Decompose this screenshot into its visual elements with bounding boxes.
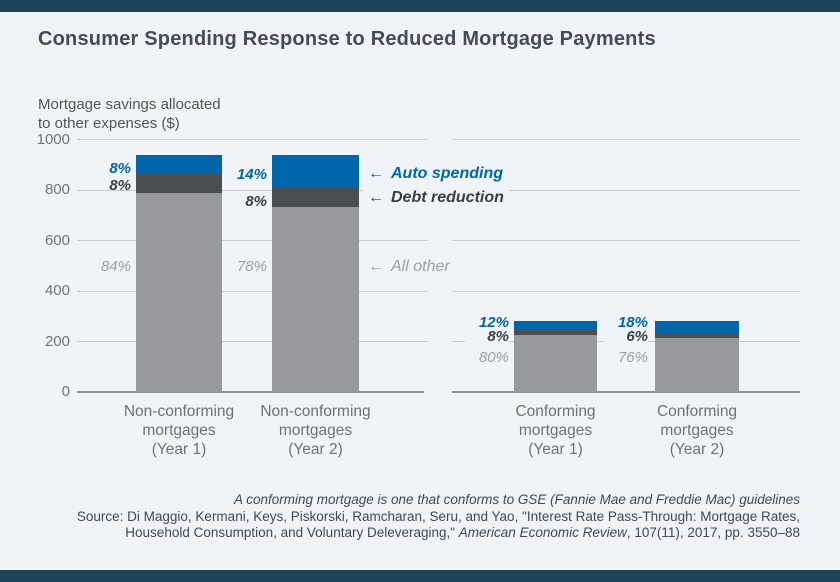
- source-citation-line2: Household Consumption, and Voluntary Del…: [40, 525, 800, 542]
- gridline: [77, 290, 428, 292]
- gridline: [77, 139, 428, 140]
- category-label-line: Non-conforming: [260, 403, 371, 420]
- source-citation-line1: Source: Di Maggio, Kermani, Keys, Piskor…: [76, 508, 800, 524]
- category-label-line: mortgages: [142, 422, 216, 439]
- bar-segment-debt-reduction: [514, 329, 597, 336]
- segment-percent-label: 78%: [236, 258, 267, 275]
- gridline: [452, 290, 800, 292]
- journal-name: American Economic Review: [458, 525, 627, 540]
- category-label-line: (Year 2): [288, 441, 343, 458]
- gridline: [452, 240, 800, 241]
- x-axis-line: [77, 391, 424, 393]
- y-tick-label: 1000: [36, 130, 70, 148]
- bottom-accent-band: [0, 570, 840, 582]
- bar-segment-debt-reduction: [272, 187, 359, 207]
- category-label-line: Conforming: [515, 403, 596, 420]
- y-tick-label: 800: [44, 181, 70, 198]
- citation-text: , 107(11), 2017, pp. 3550–88: [626, 525, 800, 540]
- bar-segment-debt-reduction: [655, 334, 739, 339]
- category-label-line: mortgages: [518, 422, 593, 439]
- bar-segment-debt-reduction: [136, 173, 222, 193]
- bar-segment-all-other: [136, 192, 222, 392]
- gridline: [77, 189, 428, 191]
- y-tick-label: 600: [44, 231, 70, 249]
- category-label-line: mortgages: [660, 422, 734, 439]
- legend-label: Auto spending: [391, 165, 503, 182]
- category-label-line: (Year 1): [151, 441, 207, 458]
- segment-percent-label: 14%: [236, 166, 267, 183]
- category-label-line: Conforming: [656, 403, 738, 420]
- legend-all-other: ← All other: [363, 256, 455, 278]
- y-tick-label: 400: [44, 282, 70, 299]
- bar-segment-auto-spending: [136, 154, 222, 174]
- bar-segment-auto-spending: [514, 321, 597, 330]
- y-axis-title-line: to other expenses ($): [38, 114, 180, 132]
- y-axis-title: Mortgage savings allocated to other expe…: [38, 96, 221, 133]
- category-label: Conforming mortgages (Year 2): [622, 402, 772, 459]
- category-label-line: (Year 1): [528, 441, 583, 458]
- category-label: Non-conforming mortgages (Year 2): [241, 402, 391, 459]
- x-axis-line: [452, 391, 800, 393]
- category-label: Non-conforming mortgages (Year 1): [104, 402, 254, 459]
- bar-segment-auto-spending: [272, 154, 359, 188]
- segment-percent-label: 8%: [109, 177, 131, 194]
- legend-label: All other: [391, 258, 450, 275]
- conforming-definition-note: A conforming mortgage is one that confor…: [233, 492, 800, 507]
- y-tick-label: 200: [44, 332, 70, 350]
- left-arrow-icon: ←: [368, 165, 384, 182]
- segment-percent-label: 8%: [465, 327, 509, 347]
- gridline: [452, 189, 800, 191]
- bar-segment-auto-spending: [655, 321, 739, 335]
- legend-debt-reduction: ← Debt reduction: [363, 187, 509, 209]
- y-axis-title-line: Mortgage savings allocated: [38, 96, 221, 113]
- segment-percent-label: 76%: [604, 348, 648, 368]
- bar-segment-all-other: [272, 206, 359, 392]
- segment-percent-label: 6%: [604, 327, 648, 347]
- gridline: [452, 139, 800, 140]
- segment-percent-label: 8%: [245, 193, 267, 210]
- citation-text: Household Consumption, and Voluntary Del…: [125, 525, 459, 540]
- category-label-line: Non-conforming: [123, 403, 235, 420]
- legend-label: Debt reduction: [391, 189, 504, 206]
- gridline: [77, 341, 428, 342]
- bar-segment-all-other: [655, 338, 739, 392]
- category-label-line: mortgages: [278, 422, 353, 439]
- category-label-line: (Year 2): [669, 441, 725, 458]
- bar-segment-all-other: [514, 335, 597, 392]
- top-accent-band: [0, 0, 840, 12]
- segment-percent-label: 84%: [100, 258, 131, 275]
- y-tick-label: 0: [61, 383, 70, 400]
- left-arrow-icon: ←: [368, 258, 384, 275]
- source-note: A conforming mortgage is one that confor…: [40, 492, 800, 542]
- category-label: Conforming mortgages (Year 1): [481, 402, 631, 459]
- chart-title: Consumer Spending Response to Reduced Mo…: [38, 28, 656, 50]
- legend-auto-spending: ← Auto spending: [363, 163, 508, 185]
- gridline: [77, 240, 428, 241]
- segment-percent-label: 80%: [465, 348, 509, 368]
- left-arrow-icon: ←: [368, 189, 384, 206]
- segment-percent-label: 8%: [109, 160, 131, 177]
